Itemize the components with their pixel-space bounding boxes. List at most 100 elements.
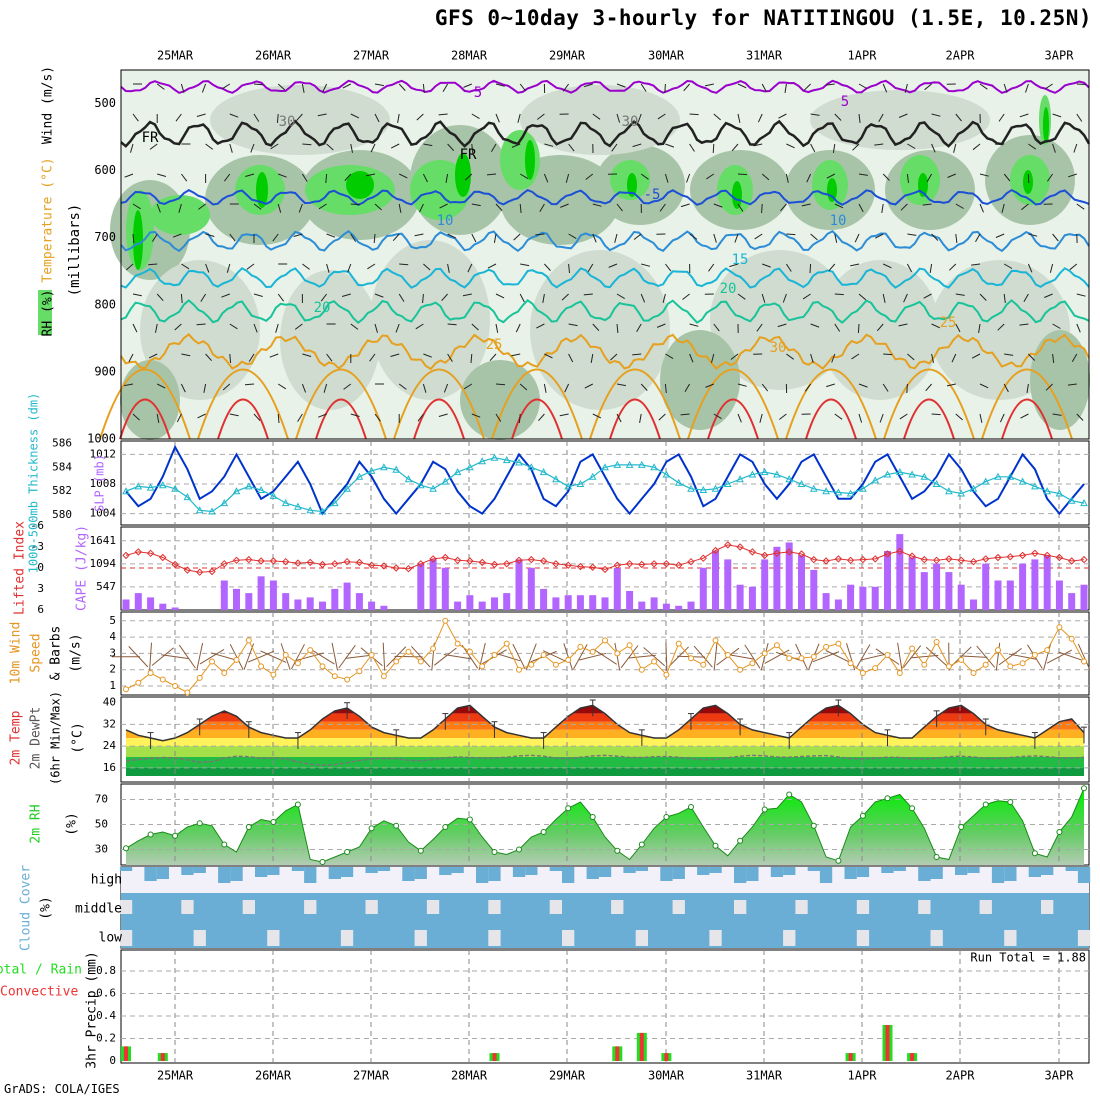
wind-barb [181, 263, 190, 270]
bottom-date-label: 30MAR [648, 1069, 685, 1083]
temp-contour-20 [120, 298, 1090, 325]
cloud-high-cell [1028, 867, 1041, 877]
wind-barb [301, 173, 308, 182]
cape-bar [282, 593, 290, 610]
rh2m-point [761, 806, 768, 813]
thickness-point [195, 506, 204, 514]
cape-bar [589, 595, 597, 610]
wind-barb [398, 83, 406, 91]
precip-convective-bar [124, 1046, 128, 1061]
rh2m-point [221, 841, 228, 848]
wind-barb [737, 173, 748, 176]
profile-ylabel-temp: Temperature (°C) [41, 157, 56, 282]
wind-barb [513, 233, 521, 241]
wind-speed-point [430, 645, 437, 652]
rh2m-ylabel-2: (%) [65, 812, 80, 835]
cape-bar [638, 601, 646, 610]
bottom-date-label: 26MAR [255, 1069, 292, 1083]
wind-barb [277, 293, 285, 302]
wind-barb [538, 413, 545, 422]
precip-convective-bar [910, 1053, 915, 1061]
wind-barb [397, 113, 400, 123]
wind-ylabel-2: Speed [29, 633, 44, 672]
wind-barb [1067, 383, 1077, 386]
rh2m-point [294, 801, 301, 808]
cloud-high-cell [476, 867, 489, 883]
cloud-high-cell [377, 867, 391, 871]
cloud-mid-gap [426, 900, 440, 914]
temp-band [126, 767, 1084, 776]
rh2m-point [442, 824, 449, 830]
cape-bar [147, 597, 155, 610]
cloud-mid-gap [181, 900, 194, 914]
wind-barb-10m [394, 655, 423, 658]
thickness-ytick: 584 [52, 460, 72, 473]
thickness-point [146, 483, 155, 491]
wind-barb [373, 233, 376, 244]
wind-barb-10m [1046, 649, 1073, 664]
thickness-point [453, 468, 462, 476]
wind-barb [519, 203, 522, 214]
wind-barb [568, 353, 574, 363]
wind-speed-point [405, 648, 412, 655]
wind-barb [761, 173, 770, 181]
wind-barb [995, 233, 1005, 238]
wind-barb [665, 143, 675, 148]
li-ylabel: Lifted Index [13, 521, 28, 615]
wind-barb [447, 233, 456, 239]
rh-shade [660, 330, 740, 430]
wind-barb-10m [433, 647, 457, 666]
cloud-mid-gap [918, 900, 931, 914]
thickness-point [552, 475, 560, 483]
rh2m-point [884, 795, 891, 802]
wind-barb [180, 173, 188, 182]
wind-barb [415, 323, 424, 330]
wind-barb [128, 353, 134, 363]
wind-barb [471, 143, 474, 154]
wind-barb [535, 233, 545, 236]
wind-barb-10m [995, 642, 1001, 671]
wind-barb-10m [210, 652, 238, 661]
wind-speed-point [479, 663, 486, 670]
li-point [650, 560, 658, 568]
wind-barb [1019, 113, 1029, 118]
wind-speed-point [454, 640, 461, 647]
wind-barb [850, 263, 860, 267]
thickness-point [515, 458, 523, 466]
wind-speed-point [847, 660, 854, 667]
contour-label: 10 [437, 213, 454, 229]
wind-barb [1069, 263, 1078, 271]
wind-barb [882, 263, 892, 269]
wind-barb [955, 323, 961, 333]
wind-barb-10m [764, 649, 790, 664]
rh2m-point [196, 820, 203, 827]
wind-barb [294, 323, 303, 330]
wind-barb-10m [726, 653, 754, 660]
cloud-high-cell [783, 867, 796, 875]
contour-label: FR [460, 147, 477, 163]
cape-bar [785, 542, 793, 610]
wind-speed-point [147, 670, 154, 676]
wind-barb [785, 263, 792, 272]
thickness-point [158, 481, 167, 489]
cape-bar [466, 595, 474, 610]
li-point [159, 553, 167, 562]
wind-barb [322, 83, 328, 93]
li-ytick: 3 [37, 582, 44, 595]
wind-speed-point [282, 652, 289, 658]
wind-barb [641, 263, 651, 267]
cloud-high-cell [562, 867, 575, 883]
wind-barb [926, 173, 933, 183]
cloud-high-cell [119, 867, 133, 871]
li-point [748, 548, 757, 556]
thickness-point [306, 506, 315, 514]
wind-barb [130, 143, 134, 153]
wind-barb [1003, 293, 1006, 303]
cape-bar [650, 597, 658, 610]
cloud-high-cell [488, 867, 501, 881]
wind-barb [518, 413, 521, 424]
thickness-point [576, 479, 585, 487]
rh2m-point [810, 822, 817, 829]
wind-barb [1052, 323, 1061, 329]
wind-speed-point [344, 676, 351, 683]
